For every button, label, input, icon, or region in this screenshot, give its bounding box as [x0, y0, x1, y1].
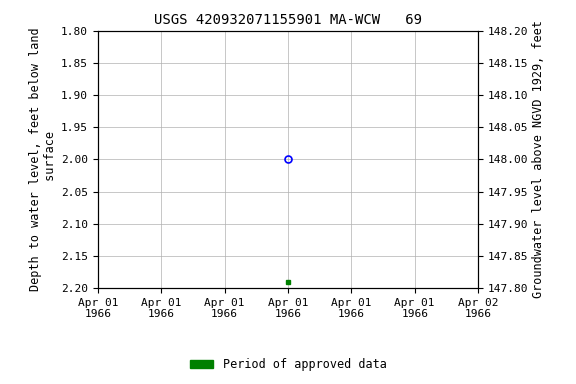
Y-axis label: Groundwater level above NGVD 1929, feet: Groundwater level above NGVD 1929, feet — [532, 20, 545, 298]
Title: USGS 420932071155901 MA-WCW   69: USGS 420932071155901 MA-WCW 69 — [154, 13, 422, 27]
Legend: Period of approved data: Period of approved data — [185, 354, 391, 376]
Y-axis label: Depth to water level, feet below land
 surface: Depth to water level, feet below land su… — [29, 28, 57, 291]
